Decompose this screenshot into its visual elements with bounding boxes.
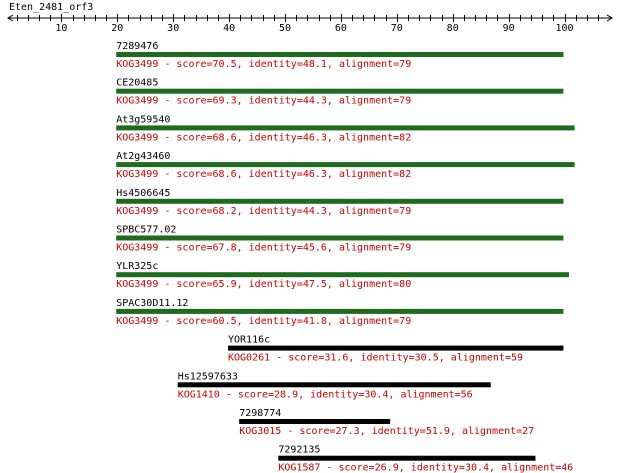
hit-row[interactable]: Hs12597633 KOG1410 - score=28.9, identity… [177, 371, 491, 400]
hit-alignment-bar [116, 125, 575, 131]
hit-description[interactable]: KOG3499 - score=68.2, identity=44.3, ali… [116, 206, 411, 217]
hit-name[interactable]: Hs4506645 [116, 188, 170, 199]
hit-description[interactable]: KOG3499 - score=70.5, identity=48.1, ali… [116, 59, 411, 70]
hit-name[interactable]: At3g59540 [116, 114, 170, 125]
hit-name[interactable]: 7292135 [278, 445, 320, 456]
hit-description[interactable]: KOG3499 - score=67.8, identity=45.6, ali… [116, 243, 411, 254]
hit-row[interactable]: 7292135 KOG1587 - score=26.9, identity=30… [278, 445, 573, 473]
hit-alignment-bar [116, 162, 575, 168]
ruler-tick-label: 10 [55, 23, 67, 34]
hit-name[interactable]: CE20485 [116, 78, 158, 89]
query-name: Eten_2481_orf3 [9, 2, 93, 13]
hit-description[interactable]: KOG1410 - score=28.9, identity=30.4, ali… [178, 389, 473, 400]
hit-name[interactable]: 7298774 [239, 408, 281, 419]
hit-name[interactable]: 7289476 [116, 41, 158, 52]
hit-name[interactable]: YOR116c [228, 335, 270, 346]
hit-name[interactable]: SPBC577.02 [116, 225, 176, 236]
hit-alignment-bar [228, 345, 564, 351]
hit-row[interactable]: At3g59540 KOG3499 - score=68.6, identity=… [116, 114, 575, 143]
hit-row[interactable]: CE20485 KOG3499 - score=69.3, identity=44… [116, 78, 564, 107]
hit-alignment-bar [239, 419, 391, 424]
ruler-tick-label: 40 [223, 23, 235, 34]
hit-alignment-bar [116, 198, 564, 204]
hit-row[interactable]: YOR116c KOG0261 - score=31.6, identity=30… [228, 335, 564, 364]
hit-row[interactable]: 7298774 KOG3015 - score=27.3, identity=51… [239, 408, 534, 437]
hit-row[interactable]: SPBC577.02 KOG3499 - score=67.8, identity… [116, 225, 564, 254]
hit-alignment-bar [278, 455, 536, 461]
hit-name[interactable]: YLR325c [116, 261, 158, 272]
hit-alignment-bar [116, 272, 570, 278]
hit-row[interactable]: SPAC30D11.12 KOG3499 - score=60.5, identi… [116, 298, 564, 327]
hit-description[interactable]: KOG3499 - score=65.9, identity=47.5, ali… [116, 279, 411, 290]
hit-row[interactable]: Hs4506645 KOG3499 - score=68.2, identity=… [116, 188, 564, 217]
ruler-tick-label: 100 [555, 23, 573, 34]
hit-row[interactable]: 7289476 KOG3499 - score=70.5, identity=48… [116, 41, 564, 70]
hit-description[interactable]: KOG3499 - score=68.6, identity=46.3, ali… [116, 132, 411, 143]
hit-alignment-bar [116, 52, 564, 57]
hit-alignment-bar [116, 308, 564, 314]
ruler-tick-label: 70 [391, 23, 403, 34]
hit-description[interactable]: KOG3499 - score=69.3, identity=44.3, ali… [116, 96, 411, 107]
hit-name[interactable]: SPAC30D11.12 [116, 298, 188, 309]
hit-description[interactable]: KOG1587 - score=26.9, identity=30.4, ali… [278, 463, 573, 473]
hit-alignment-bar [116, 235, 564, 241]
hit-description[interactable]: KOG0261 - score=31.6, identity=30.5, ali… [228, 353, 523, 364]
hit-row[interactable]: At2g43460 KOG3499 - score=68.6, identity=… [116, 151, 575, 180]
hit-list: 7289476 KOG3499 - score=70.5, identity=48… [116, 41, 575, 473]
ruler-tick-label: 90 [503, 23, 515, 34]
ruler-left-arrow [7, 14, 14, 22]
ruler-tick-label: 20 [111, 23, 123, 34]
sequence-ruler: 10 20 30 40 50 60 70 80 90 100 [7, 14, 613, 34]
hit-alignment-bar [177, 382, 491, 388]
hit-description[interactable]: KOG3499 - score=68.6, identity=46.3, ali… [116, 169, 411, 180]
hit-description[interactable]: KOG3499 - score=60.5, identity=41.8, ali… [116, 316, 411, 327]
ruler-tick-label: 80 [447, 23, 459, 34]
hit-name[interactable]: At2g43460 [116, 151, 170, 162]
ruler-tick-label: 60 [335, 23, 347, 34]
hit-name[interactable]: Hs12597633 [178, 371, 238, 382]
hit-alignment-bar [116, 88, 564, 94]
hit-row[interactable]: YLR325c KOG3499 - score=65.9, identity=47… [116, 261, 570, 290]
ruler-right-arrow [606, 14, 613, 22]
ruler-tick-label: 30 [167, 23, 179, 34]
hit-description[interactable]: KOG3015 - score=27.3, identity=51.9, ali… [239, 426, 534, 437]
ruler-tick-label: 50 [279, 23, 291, 34]
